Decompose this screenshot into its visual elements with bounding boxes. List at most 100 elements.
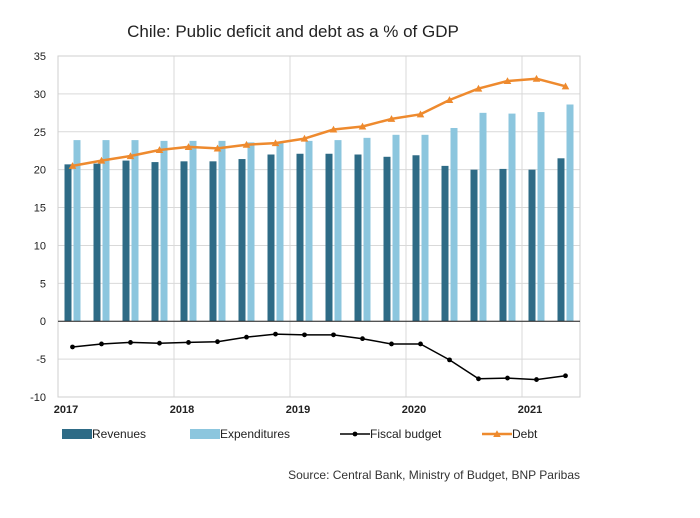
y-tick-label: 30	[34, 89, 46, 101]
bar-expenditures	[247, 142, 255, 322]
bar-expenditures	[537, 112, 545, 322]
bar-expenditures	[276, 141, 284, 322]
point-fiscal-budget	[505, 375, 510, 381]
bar-revenues	[528, 169, 536, 322]
point-debt	[503, 77, 512, 85]
point-fiscal-budget	[186, 340, 191, 345]
bar-revenues	[470, 169, 478, 322]
legend-label-fiscal-budget: Fiscal budget	[370, 427, 442, 441]
legend-swatch-revenues	[62, 429, 92, 439]
point-fiscal-budget	[447, 357, 452, 363]
point-fiscal-budget	[563, 373, 568, 379]
series-lines	[68, 74, 570, 382]
point-fiscal-budget	[157, 340, 162, 346]
point-debt	[68, 162, 77, 169]
legend-label-revenues: Revenues	[92, 427, 146, 441]
y-tick-label: 35	[34, 51, 46, 63]
legend-swatch-fiscal-budget	[340, 431, 370, 437]
bar-expenditures	[508, 113, 516, 322]
bar-revenues	[383, 156, 391, 322]
bar-expenditures	[566, 104, 574, 322]
chart-title: Chile: Public deficit and debt as a % of…	[127, 22, 459, 41]
point-debt	[474, 84, 483, 92]
legend: Revenues Expenditures Fiscal budget Debt	[62, 427, 538, 441]
gridlines	[57, 55, 581, 398]
y-tick-label: -10	[30, 392, 46, 404]
bar-revenues	[64, 164, 72, 322]
point-fiscal-budget	[128, 340, 133, 345]
legend-swatch-expenditures	[190, 429, 220, 439]
x-tick-label: 2017	[54, 404, 78, 416]
point-debt	[445, 96, 454, 103]
point-fiscal-budget	[418, 341, 423, 347]
point-fiscal-budget	[70, 344, 75, 350]
point-debt	[561, 82, 570, 90]
bar-revenues	[93, 163, 101, 322]
point-debt	[358, 122, 367, 130]
bar-revenues	[238, 159, 246, 322]
point-debt	[213, 144, 222, 152]
bar-revenues	[325, 153, 333, 322]
y-axis-ticks: 35 30 25 20 15 10 5 0 -5 -10	[30, 51, 46, 404]
point-fiscal-budget	[331, 332, 336, 338]
x-tick-label: 2019	[286, 404, 310, 416]
point-debt	[300, 134, 309, 142]
x-tick-label: 2020	[402, 404, 426, 416]
bar-revenues	[122, 160, 130, 322]
point-fiscal-budget	[302, 332, 307, 338]
x-axis-ticks: 2017 2018 2019 2020 2021	[54, 404, 542, 416]
bar-revenues	[180, 161, 188, 322]
bar-revenues	[296, 153, 304, 322]
line-fiscal-budget	[72, 333, 566, 381]
bar-expenditures	[218, 140, 226, 322]
bar-expenditures	[363, 137, 371, 322]
point-debt	[387, 115, 396, 122]
bar-expenditures	[305, 140, 313, 322]
y-tick-label: 25	[34, 127, 46, 139]
x-tick-label: 2018	[170, 404, 194, 416]
legend-label-expenditures: Expenditures	[220, 427, 290, 441]
point-debt	[329, 125, 338, 133]
point-fiscal-budget	[476, 376, 481, 382]
plot-frame	[57, 55, 581, 398]
chart-source: Source: Central Bank, Ministry of Budget…	[288, 468, 580, 482]
point-debt	[97, 156, 106, 164]
bar-expenditures	[160, 140, 168, 322]
bar-revenues	[267, 154, 275, 322]
bar-revenues	[209, 161, 217, 322]
bars	[64, 104, 574, 322]
bar-expenditures	[450, 127, 458, 322]
bar-revenues	[441, 165, 449, 322]
point-fiscal-budget	[389, 341, 394, 347]
point-fiscal-budget	[99, 341, 104, 347]
point-debt	[416, 110, 425, 118]
bar-revenues	[412, 155, 420, 322]
point-debt	[242, 140, 251, 148]
point-debt	[271, 139, 280, 147]
bar-expenditures	[73, 140, 81, 322]
point-fiscal-budget	[244, 334, 249, 340]
bar-expenditures	[421, 134, 429, 322]
bar-expenditures	[392, 134, 400, 322]
bar-expenditures	[334, 140, 342, 322]
bar-expenditures	[131, 140, 139, 322]
bar-expenditures	[189, 140, 197, 322]
y-tick-label: 15	[34, 203, 46, 215]
point-debt	[126, 152, 135, 160]
line-debt	[72, 77, 566, 168]
point-fiscal-budget	[273, 331, 278, 337]
bar-expenditures	[479, 112, 487, 322]
x-tick-label: 2021	[518, 404, 542, 416]
bar-revenues	[354, 154, 362, 322]
point-debt	[532, 74, 541, 82]
y-tick-label: 0	[40, 316, 46, 328]
point-debt	[184, 143, 193, 150]
legend-swatch-debt	[482, 430, 512, 438]
point-fiscal-budget	[534, 377, 539, 382]
point-debt	[155, 146, 164, 154]
bar-revenues	[557, 158, 565, 322]
y-tick-label: 10	[34, 240, 46, 252]
bar-revenues	[499, 168, 507, 322]
y-tick-label: -5	[36, 354, 46, 366]
